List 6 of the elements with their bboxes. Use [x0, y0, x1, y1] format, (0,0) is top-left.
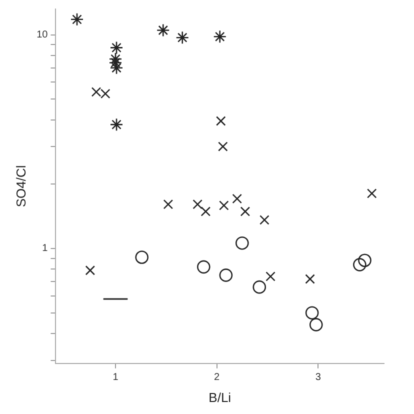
x-tick-label: 1 — [112, 372, 119, 384]
x-tick-label: 2 — [214, 372, 220, 384]
y-tick-label: 10 — [36, 30, 48, 41]
y-axis-title: SO4/Cl — [13, 165, 28, 208]
x-tick-label: 3 — [315, 372, 322, 384]
x-axis-title: B/Li — [208, 390, 232, 405]
